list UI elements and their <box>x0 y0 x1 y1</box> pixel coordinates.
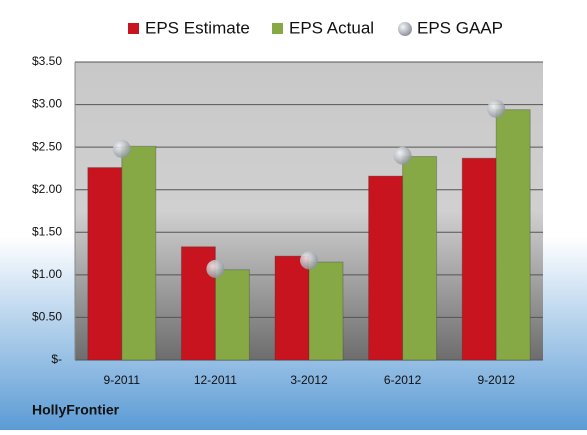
legend-label: EPS Actual <box>289 18 374 37</box>
x-tick-label: 12-2011 <box>194 373 237 387</box>
gaap-point <box>112 139 131 158</box>
legend-label: EPS GAAP <box>417 18 503 37</box>
y-tick-label: $3.50 <box>32 54 62 68</box>
legend-label: EPS Estimate <box>145 18 250 37</box>
y-tick-label: $3.00 <box>32 97 62 111</box>
legend-swatch <box>128 23 139 34</box>
bar <box>402 156 438 361</box>
gaap-point <box>487 99 506 118</box>
y-tick-label: $1.00 <box>32 267 62 281</box>
x-tick-label: 9-2012 <box>478 373 516 387</box>
gaap-point <box>393 146 412 165</box>
y-tick-label: $2.50 <box>32 139 62 153</box>
company-label: HollyFrontier <box>32 402 120 418</box>
bar <box>274 255 310 361</box>
bar <box>87 167 123 361</box>
bar <box>495 109 531 361</box>
y-tick-label: $- <box>51 352 62 366</box>
y-tick-label: $2.00 <box>32 182 62 196</box>
bar <box>214 269 250 361</box>
gaap-point <box>206 259 225 278</box>
gaap-point <box>300 251 318 270</box>
y-tick-label: $1.50 <box>32 224 62 238</box>
x-tick-label: 6-2012 <box>384 373 422 387</box>
bar <box>180 246 216 361</box>
x-tick-label: 9-2011 <box>104 373 141 387</box>
legend-swatch <box>272 23 283 34</box>
x-tick-label: 3-2012 <box>290 373 328 387</box>
bar <box>368 175 404 361</box>
bar <box>121 145 157 361</box>
y-tick-label: $0.50 <box>32 310 62 324</box>
bar <box>308 261 344 361</box>
legend-swatch <box>398 22 412 36</box>
bar <box>461 157 497 361</box>
